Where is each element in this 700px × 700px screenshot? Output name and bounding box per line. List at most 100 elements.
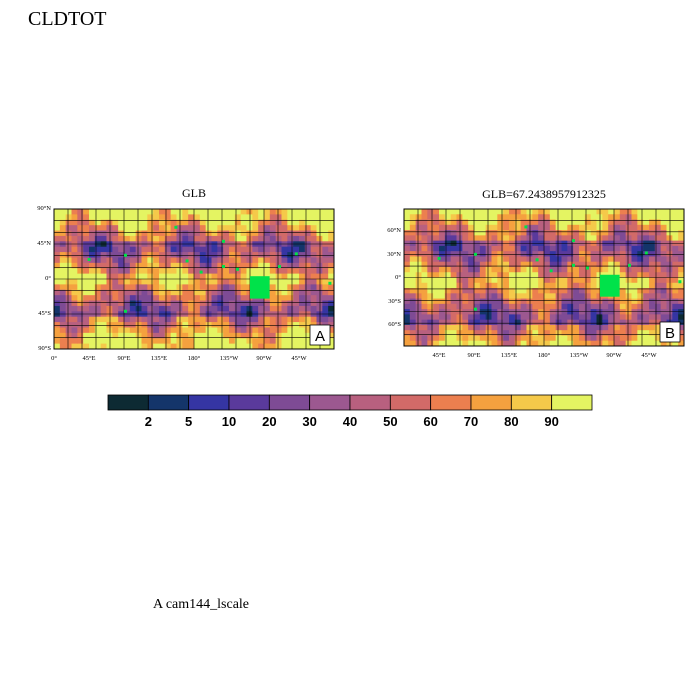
map-cell: [264, 305, 271, 312]
map-cell: [637, 288, 644, 294]
marker-dot: [124, 253, 127, 257]
map-cell: [573, 224, 580, 231]
map-cell: [479, 245, 487, 252]
map-cell: [287, 289, 294, 296]
map-cell: [264, 219, 271, 226]
map-cell: [654, 266, 662, 273]
map-cell: [415, 319, 422, 326]
map-cell: [159, 305, 166, 312]
map-cell: [590, 277, 597, 284]
map-cell: [328, 343, 335, 350]
map-cell: [409, 314, 417, 321]
map-cell: [427, 293, 434, 299]
map-cell: [660, 340, 667, 347]
map-cell: [205, 268, 212, 275]
map-cell: [205, 338, 212, 345]
map-cell: [118, 241, 125, 248]
map-cell: [89, 214, 96, 221]
map-cell: [549, 309, 557, 315]
map-cell: [427, 340, 434, 347]
map-cell: [503, 277, 510, 284]
map-cell: [631, 230, 638, 236]
map-cell: [304, 289, 312, 296]
map-cell: [71, 338, 78, 345]
map-cell: [584, 324, 592, 331]
map-cell: [246, 284, 253, 291]
map-cell: [118, 316, 125, 323]
map-cell: [246, 225, 253, 231]
map-cell: [456, 224, 463, 231]
map-cell: [479, 277, 487, 284]
map-cell: [404, 261, 411, 268]
map-cell: [234, 268, 242, 275]
map-cell: [89, 289, 96, 296]
map-cell: [427, 251, 434, 257]
map-cell: [538, 240, 545, 247]
map-cell: [170, 273, 177, 280]
map-cell: [106, 246, 113, 253]
map-cell: [485, 261, 492, 268]
colorbar-tick-label: 80: [504, 414, 519, 429]
map-cell: [643, 340, 650, 347]
map-cell: [631, 314, 638, 321]
map-cell: [223, 327, 230, 334]
map-cell: [678, 324, 685, 331]
map-cell: [135, 214, 142, 221]
map-cell: [514, 330, 522, 336]
map-cell: [234, 257, 242, 264]
map-cell: [194, 273, 201, 280]
map-cell: [439, 303, 446, 310]
map-cell: [153, 327, 160, 334]
map-cell: [503, 230, 510, 236]
map-cell: [83, 322, 90, 328]
map-cell: [666, 324, 673, 331]
map-cell: [199, 235, 207, 242]
map-cell: [135, 262, 142, 269]
map-cell: [660, 309, 667, 315]
map-cell: [509, 261, 516, 268]
map-cell: [503, 303, 510, 310]
map-cell: [567, 319, 574, 326]
map-cell: [561, 335, 568, 342]
map-cell: [532, 293, 539, 299]
map-cell: [520, 324, 527, 331]
map-cell: [497, 214, 504, 220]
map-cell: [147, 284, 154, 291]
map-cell: [561, 324, 568, 331]
map-cell: [637, 235, 644, 242]
map-cell: [77, 284, 84, 291]
map-cell: [164, 316, 172, 323]
map-cell: [83, 230, 90, 237]
map-cell: [637, 266, 644, 273]
map-cell: [124, 305, 131, 312]
map-cell: [135, 284, 142, 291]
map-cell: [77, 322, 84, 328]
map-cell: [65, 273, 72, 280]
map-cell: [497, 240, 504, 247]
map-cell: [328, 295, 335, 301]
map-cell: [439, 209, 446, 215]
map-cell: [590, 230, 597, 236]
map-cell: [439, 277, 446, 284]
map-cell: [100, 316, 107, 323]
map-cell: [625, 266, 632, 273]
map-cell: [579, 303, 586, 310]
map-cell: [310, 273, 317, 280]
marker-dot: [294, 252, 298, 256]
map-cell: [77, 262, 84, 269]
map-cell: [415, 261, 422, 268]
map-cell: [217, 241, 224, 248]
map-cell: [322, 230, 329, 237]
map-cell: [299, 295, 306, 301]
map-cell: [485, 324, 492, 331]
map-cell: [264, 311, 271, 318]
map-cell: [159, 316, 166, 323]
map-cell: [182, 230, 189, 237]
map-cell: [421, 324, 428, 331]
colorbar-tick-label: 30: [302, 414, 317, 429]
map-cell: [672, 340, 679, 347]
map-cell: [211, 322, 218, 328]
map-cell: [100, 289, 107, 296]
map-cell: [234, 225, 242, 231]
map-cell: [678, 330, 685, 336]
